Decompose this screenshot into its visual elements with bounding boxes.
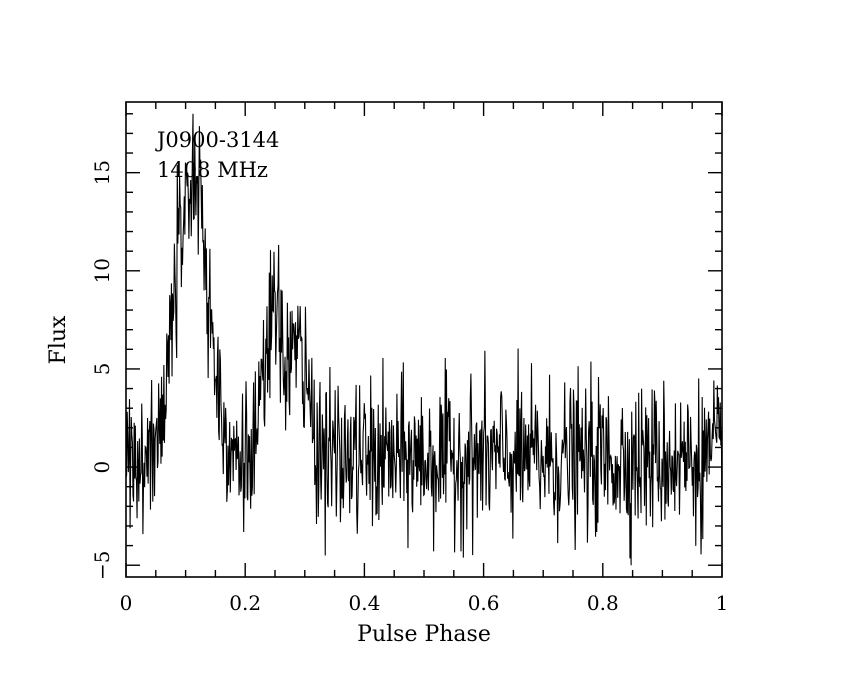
flux-trace-line [125, 113, 723, 566]
pulsar-name-annotation: J0900-3144 [155, 128, 279, 152]
y-tick-label: 10 [90, 258, 114, 283]
y-tick-label: 0 [90, 461, 114, 474]
y-tick-label: 15 [90, 160, 114, 185]
y-axis-title: Flux [46, 315, 71, 364]
x-tick-label: 0.8 [587, 591, 619, 615]
x-axis-title: Pulse Phase [357, 622, 491, 647]
frequency-annotation: 1408 MHz [157, 158, 268, 182]
y-tick-label: −5 [90, 550, 114, 579]
plot-frame [125, 101, 723, 578]
y-tick-label: 5 [90, 363, 114, 376]
x-tick-label: 0.4 [348, 591, 380, 615]
x-tick-label: 0 [120, 591, 133, 615]
x-tick-label: 0.6 [468, 591, 500, 615]
x-tick-label: 1 [716, 591, 729, 615]
x-tick-label: 0.2 [229, 591, 261, 615]
